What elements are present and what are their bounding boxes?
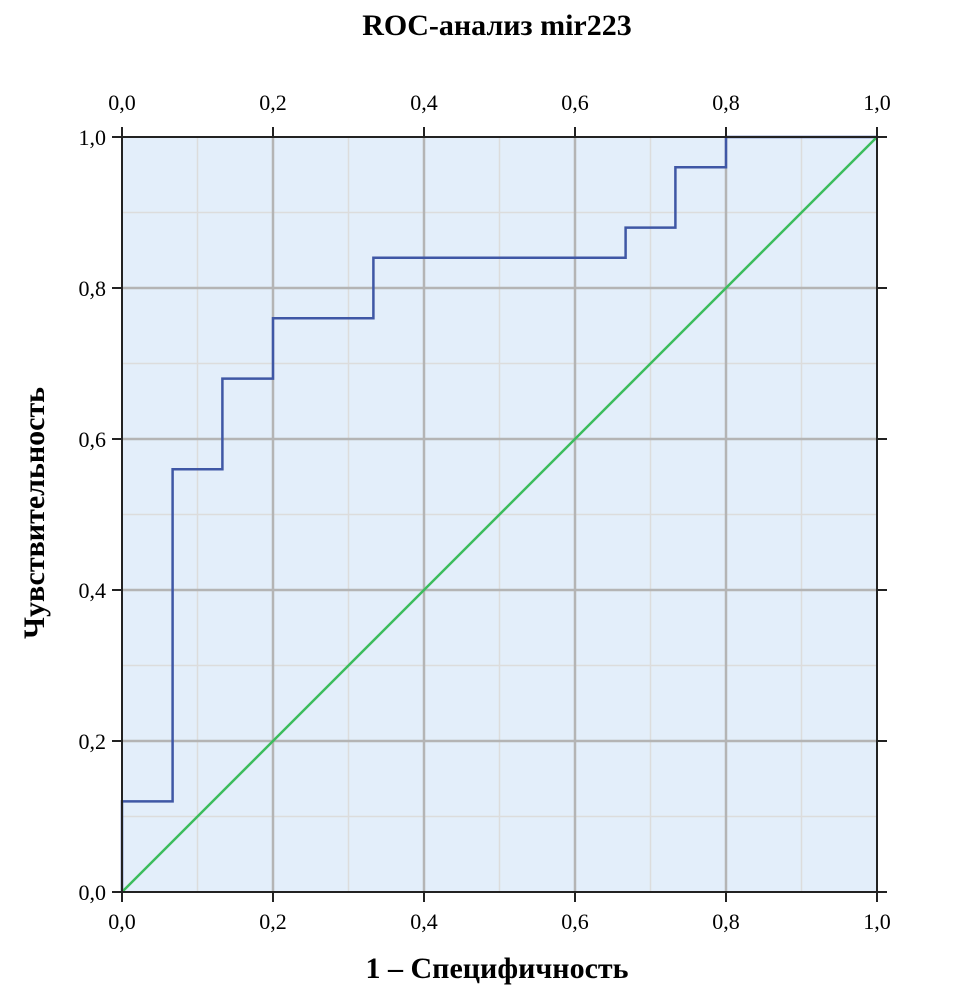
x-tick-label-bottom: 0,2: [259, 909, 287, 934]
y-tick-label: 0,4: [79, 578, 107, 603]
plot-frame: [121, 136, 878, 893]
x-axis-label: 1 – Специфичность: [366, 952, 629, 985]
x-tick-label-top: 1,0: [863, 90, 891, 115]
x-tick-label-bottom: 1,0: [863, 909, 891, 934]
tick-labels: 0,00,00,20,20,40,40,60,60,80,81,01,00,00…: [79, 90, 891, 934]
x-tick-label-top: 0,6: [561, 90, 589, 115]
x-tick-label-bottom: 0,6: [561, 909, 589, 934]
x-tick-label-bottom: 0,8: [712, 909, 740, 934]
chart-title: ROC-анализ mir223: [362, 9, 632, 42]
y-tick-label: 0,8: [79, 276, 107, 301]
y-tick-label: 1,0: [79, 125, 107, 150]
x-tick-label-top: 0,4: [410, 90, 438, 115]
roc-curve: [120, 135, 877, 892]
reference-line: [121, 136, 878, 893]
x-tick-label-top: 0,0: [108, 90, 136, 115]
tick-marks: [112, 127, 887, 902]
y-tick-label: 0,2: [79, 729, 107, 754]
major-grid: [122, 137, 877, 892]
y-tick-label: 0,6: [79, 427, 107, 452]
x-tick-label-top: 0,8: [712, 90, 740, 115]
y-tick-label: 0,0: [79, 880, 107, 905]
x-tick-label-bottom: 0,4: [410, 909, 438, 934]
x-tick-label-bottom: 0,0: [108, 909, 136, 934]
series-layer: [120, 135, 878, 893]
x-tick-label-top: 0,2: [259, 90, 287, 115]
y-axis-label: Чувствительность: [18, 387, 51, 639]
